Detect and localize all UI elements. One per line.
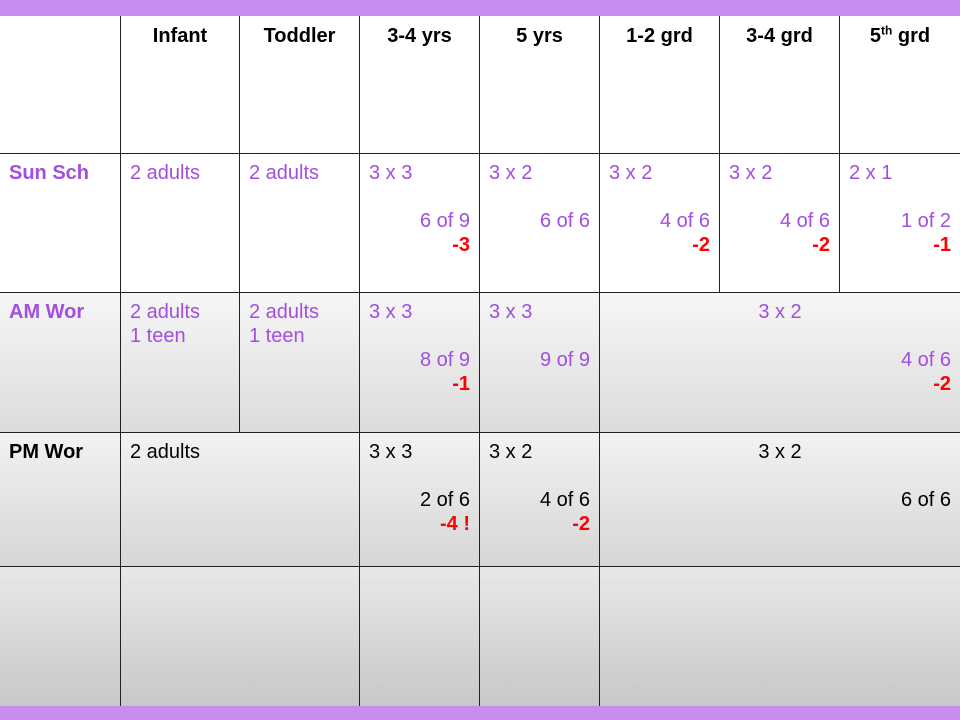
empty-row-label (0, 567, 121, 706)
shortfall: -2 (933, 373, 951, 395)
adults: 2 adults (130, 301, 201, 323)
ratio: 3 x 2 (489, 162, 533, 184)
slide: Infant Toddler 3-4 yrs 5 yrs 1-2 grd 3-4… (0, 16, 960, 706)
count: 4 of 6 (900, 349, 951, 371)
header-5th-txt: grd (897, 25, 931, 47)
pm-3-4-yrs: 3 x 3 2 of 6 -4 ! (360, 433, 480, 567)
shortfall: -1 (452, 373, 470, 395)
sun-5th-grd: 2 x 1 1 of 2 -1 (840, 154, 960, 293)
header-3-4-grd: 3-4 grd (720, 16, 840, 154)
row-label-sun-sch: Sun Sch (0, 154, 121, 293)
sun-3-4-grd: 3 x 2 4 of 6 -2 (720, 154, 840, 293)
shortfall: -1 (933, 234, 951, 256)
count: 6 of 6 (900, 489, 951, 511)
header-infant: Infant (121, 16, 240, 154)
ratio: 3 x 2 (758, 441, 802, 463)
count: 6 of 6 (539, 210, 590, 232)
sun-1-2-grd: 3 x 2 4 of 6 -2 (600, 154, 720, 293)
ratio: 3 x 2 (758, 301, 802, 323)
am-3-4-yrs: 3 x 3 8 of 9 -1 (360, 293, 480, 433)
header-5th-num: 5 (869, 25, 881, 47)
header-5th-sup: th (881, 23, 893, 38)
pm-5-yrs: 3 x 2 4 of 6 -2 (480, 433, 600, 567)
empty-row-nursery (121, 567, 360, 706)
am-grades-merged: 3 x 2 4 of 6 -2 (600, 293, 960, 433)
empty-row-5-yrs (480, 567, 600, 706)
count: 4 of 6 (659, 210, 710, 232)
header-corner (0, 16, 121, 154)
shortfall: -2 (812, 234, 830, 256)
ratio: 3 x 3 (369, 162, 413, 184)
teens: 1 teen (249, 325, 305, 347)
sun-3-4-yrs: 3 x 3 6 of 9 -3 (360, 154, 480, 293)
header-toddler: Toddler (240, 16, 360, 154)
header-3-4-yrs: 3-4 yrs (360, 16, 480, 154)
shortfall: -4 ! (440, 513, 470, 535)
count: 1 of 2 (900, 210, 951, 232)
shortfall: -3 (452, 234, 470, 256)
count: 4 of 6 (539, 489, 590, 511)
ratio: 3 x 2 (489, 441, 533, 463)
empty-row-3-4-yrs (360, 567, 480, 706)
count: 9 of 9 (539, 349, 590, 371)
ratio: 3 x 3 (369, 301, 413, 323)
row-label-am-wor: AM Wor (0, 293, 121, 433)
shortfall: -2 (572, 513, 590, 535)
header-5-yrs: 5 yrs (480, 16, 600, 154)
sun-5-yrs: 3 x 2 6 of 6 (480, 154, 600, 293)
count: 4 of 6 (779, 210, 830, 232)
header-5th-grd: 5th grd (840, 16, 960, 154)
header-1-2-grd: 1-2 grd (600, 16, 720, 154)
pm-nursery-merged: 2 adults (121, 433, 360, 567)
ratio: 2 x 1 (849, 162, 893, 184)
count: 8 of 9 (419, 349, 470, 371)
shortfall: -2 (692, 234, 710, 256)
teens: 1 teen (130, 325, 186, 347)
ratio: 3 x 3 (369, 441, 413, 463)
row-label-pm-wor: PM Wor (0, 433, 121, 567)
adults: 2 adults (249, 301, 320, 323)
sun-infant: 2 adults (121, 154, 240, 293)
ratio: 3 x 3 (489, 301, 533, 323)
am-toddler: 2 adults 1 teen (240, 293, 360, 433)
am-infant: 2 adults 1 teen (121, 293, 240, 433)
count: 6 of 9 (419, 210, 470, 232)
am-5-yrs: 3 x 3 9 of 9 (480, 293, 600, 433)
count: 2 of 6 (419, 489, 470, 511)
ratio: 3 x 2 (609, 162, 653, 184)
ratio: 3 x 2 (729, 162, 773, 184)
empty-row-grades (600, 567, 960, 706)
sun-toddler: 2 adults (240, 154, 360, 293)
pm-grades-merged: 3 x 2 6 of 6 (600, 433, 960, 567)
